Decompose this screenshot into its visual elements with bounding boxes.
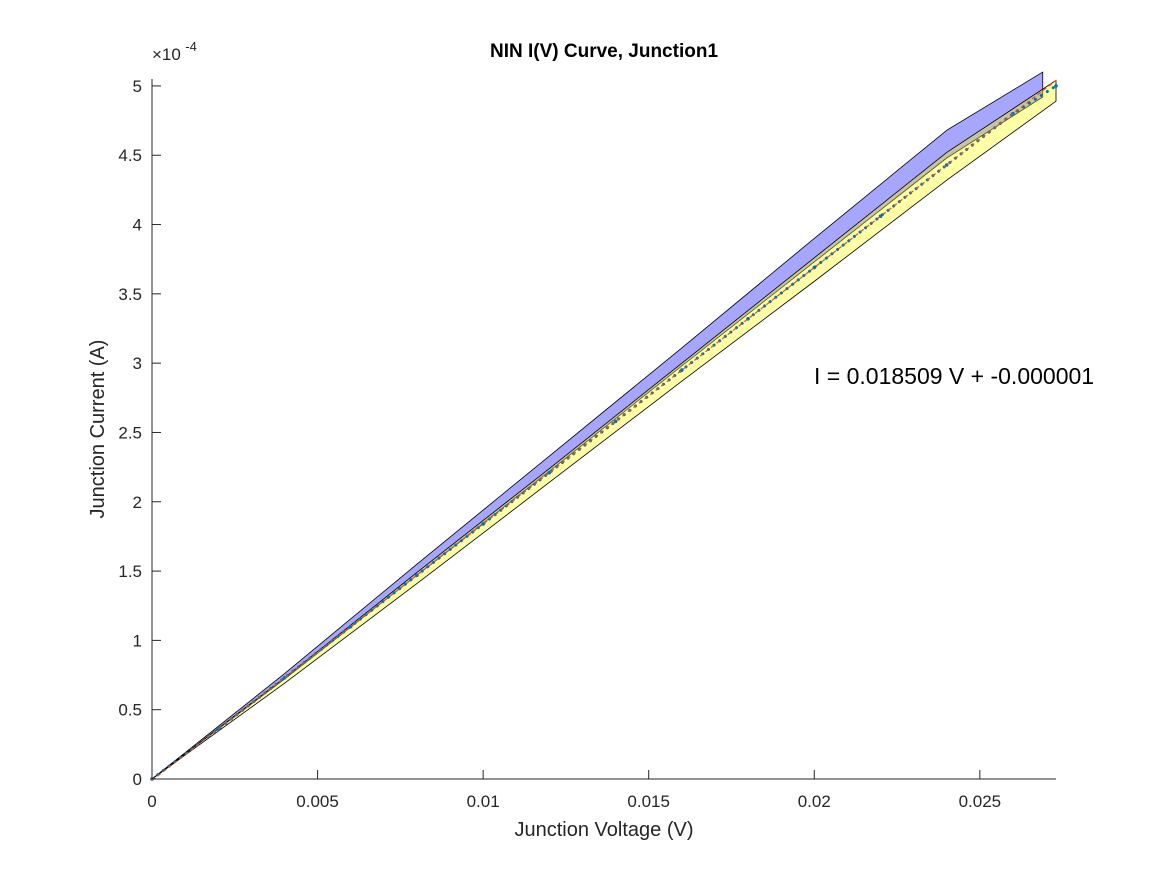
data-point [613, 419, 618, 424]
y-tick-label: 2 [133, 493, 142, 512]
x-tick-label: 0 [147, 792, 156, 811]
x-tick-label: 0.02 [798, 792, 831, 811]
y-tick-label: 4.5 [118, 146, 142, 165]
fit-line [151, 79, 1057, 781]
data-series [150, 79, 1058, 781]
data-point [1054, 84, 1058, 88]
axes [151, 79, 1056, 780]
y-tick-label: 3.5 [118, 285, 142, 304]
fit-equation: I = 0.018509 V + -0.000001 [814, 363, 1094, 389]
y-tick-label: 1.5 [118, 562, 142, 581]
chart-title: NIN I(V) Curve, Junction1 [490, 41, 718, 62]
x-tick-label: 0.005 [296, 792, 339, 811]
x-tick-label: 0.015 [627, 792, 670, 811]
y-exponent-power: -4 [185, 39, 197, 54]
y-tick-label: 0.5 [118, 701, 142, 720]
y-tick-label: 5 [133, 77, 142, 96]
y-tick-label: 3 [133, 354, 142, 373]
y-exponent: ×10 -4 [152, 39, 197, 64]
y-tick-label: 4 [133, 216, 142, 235]
x-tick-label: 0.01 [467, 792, 500, 811]
y-tick-label: 2.5 [118, 423, 142, 442]
data-point [547, 470, 552, 475]
y-exponent-base: ×10 [152, 45, 181, 64]
tick-marks: 0 0.005 0.01 0.015 0.02 0.025 0 0.5 1 1.5 2 2.5 3 3.5… [118, 77, 1001, 811]
x-tick-label: 0.025 [959, 792, 1002, 811]
y-tick-label: 0 [133, 770, 142, 789]
y-axis-label: Junction Current (A) [87, 340, 109, 519]
y-tick-label: 1 [133, 631, 142, 650]
x-axis-label: Junction Voltage (V) [515, 819, 694, 841]
